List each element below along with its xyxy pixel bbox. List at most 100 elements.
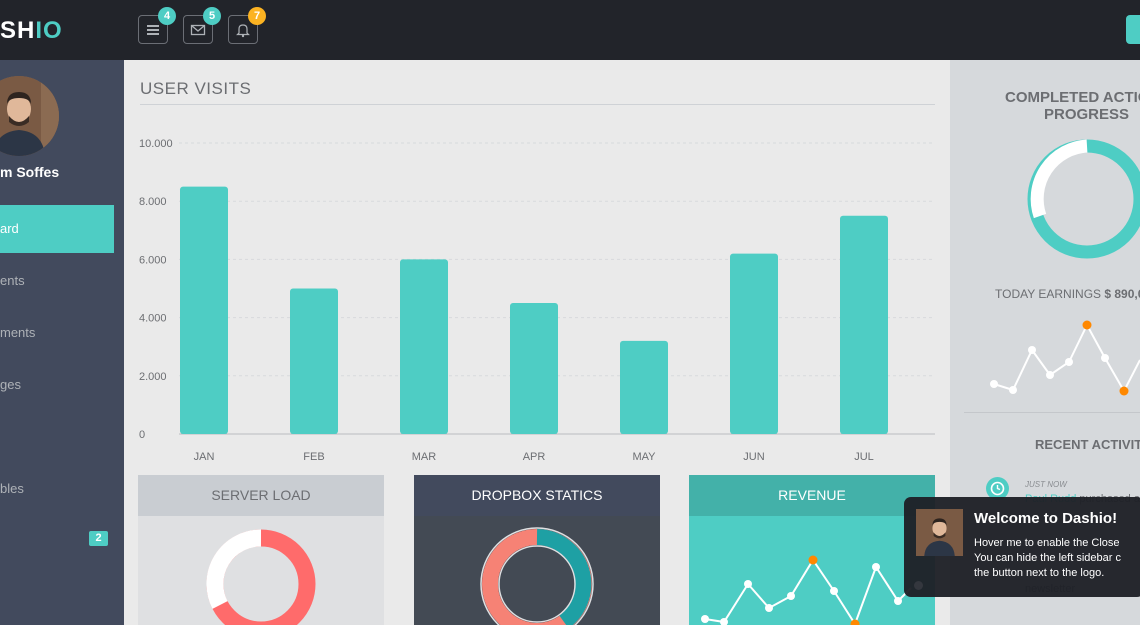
dropbox-body bbox=[414, 516, 660, 625]
page-title: USER VISITS bbox=[140, 79, 252, 98]
tasks-badge: 4 bbox=[158, 7, 176, 25]
toast-title: Welcome to Dashio! bbox=[974, 510, 1118, 527]
bar-feb bbox=[290, 288, 338, 434]
x-tick-label: FEB bbox=[303, 451, 324, 463]
toast-indicator bbox=[914, 581, 923, 590]
messages-badge: 5 bbox=[203, 7, 221, 25]
logo[interactable]: SHIO bbox=[0, 17, 63, 45]
tasks-icon bbox=[147, 24, 159, 35]
revenue-point bbox=[872, 563, 880, 571]
toast-line-3: the button next to the logo. bbox=[974, 567, 1105, 579]
x-tick-label: APR bbox=[523, 451, 546, 463]
y-tick-label: 10.000 bbox=[139, 138, 173, 150]
toast-line-2: You can hide the left sidebar c bbox=[974, 552, 1121, 564]
messages-button[interactable]: 5 bbox=[183, 7, 221, 44]
revenue-point bbox=[720, 618, 728, 625]
envelope-icon bbox=[190, 24, 206, 35]
earnings-point bbox=[1028, 346, 1036, 354]
logout-button[interactable] bbox=[1126, 15, 1140, 44]
user-visits-chart: 0 2.000 4.000 6.000 8.000 10.000 JAN FEB MAR APR M… bbox=[139, 138, 935, 463]
main-content: USER VISITS 0 2.000 4.000 6.000 8.000 10.000 J… bbox=[124, 60, 950, 625]
completed-actions-title: COMPLETED ACTIONS PROGRESS bbox=[1005, 89, 1140, 123]
logo-main: SH bbox=[0, 17, 36, 44]
nav-item-2[interactable]: ents bbox=[0, 273, 25, 288]
bar-jul bbox=[840, 215, 888, 434]
notifications-badge: 7 bbox=[248, 7, 266, 25]
dropbox-title: DROPBOX STATICS bbox=[414, 475, 660, 516]
y-tick-label: 4.000 bbox=[139, 313, 167, 325]
dropbox-donut bbox=[480, 527, 594, 625]
bar-mar bbox=[400, 259, 448, 434]
progress-donut bbox=[1027, 139, 1140, 259]
revenue-point bbox=[744, 580, 752, 588]
progress-remaining bbox=[1030, 139, 1088, 219]
earnings-point-max bbox=[1082, 320, 1092, 330]
revenue-body bbox=[689, 516, 935, 625]
y-tick-label: 8.000 bbox=[139, 196, 167, 208]
bell-icon bbox=[236, 23, 250, 37]
today-earnings: TODAY EARNINGS $ 890,00 bbox=[995, 287, 1140, 301]
activity-time: JUST NOW bbox=[1025, 480, 1067, 489]
earnings-point bbox=[1101, 354, 1109, 362]
earnings-line bbox=[993, 322, 1140, 394]
y-tick-label: 0 bbox=[139, 429, 145, 441]
earnings-point bbox=[1009, 386, 1017, 394]
nav-item-4[interactable]: ges bbox=[0, 377, 21, 392]
bar-jan bbox=[180, 186, 228, 434]
recent-activity-title: RECENT ACTIVITY bbox=[1035, 437, 1140, 452]
sidebar: m Soffes ard ents ments ges bles 2 bbox=[0, 60, 124, 625]
x-tick-label: JUN bbox=[743, 451, 764, 463]
top-header: SHIO 4 5 7 bbox=[0, 0, 1140, 60]
revenue-point-max bbox=[808, 555, 818, 565]
revenue-sparkline bbox=[701, 555, 912, 625]
toast-line-1: Hover me to enable the Close bbox=[974, 537, 1120, 549]
revenue-line bbox=[704, 558, 912, 625]
dropbox-panel: DROPBOX STATICS bbox=[414, 475, 660, 625]
x-tick-label: JAN bbox=[194, 451, 215, 463]
nav-badge: 2 bbox=[89, 531, 108, 546]
nav-dashboard[interactable]: ard bbox=[0, 205, 114, 253]
y-tick-label: 6.000 bbox=[139, 254, 167, 266]
revenue-point bbox=[787, 592, 795, 600]
server-load-donut bbox=[206, 529, 316, 625]
completed-actions-line1: COMPLETED ACTIONS bbox=[1005, 89, 1140, 106]
earnings-point bbox=[990, 380, 998, 388]
clock-icon bbox=[986, 477, 1009, 500]
title-divider bbox=[140, 104, 935, 105]
server-load-panel: SERVER LOAD bbox=[138, 475, 384, 625]
earnings-sparkline bbox=[990, 320, 1140, 396]
earnings-value: $ 890,00 bbox=[1104, 287, 1140, 301]
profile-name: m Soffes bbox=[0, 164, 60, 180]
earnings-point bbox=[1046, 371, 1054, 379]
notifications-button[interactable]: 7 bbox=[228, 7, 266, 44]
right-divider bbox=[964, 412, 1140, 413]
revenue-title: REVENUE bbox=[689, 475, 935, 516]
toast-avatar bbox=[916, 509, 963, 556]
revenue-point-min bbox=[850, 619, 860, 625]
earnings-point bbox=[1065, 358, 1073, 366]
logo-accent: IO bbox=[35, 17, 63, 44]
nav-item-6[interactable]: bles bbox=[0, 481, 24, 496]
tasks-button[interactable]: 4 bbox=[138, 7, 176, 44]
server-load-free bbox=[206, 529, 262, 609]
x-tick-label: MAY bbox=[632, 451, 656, 463]
server-load-title: SERVER LOAD bbox=[138, 475, 384, 516]
y-tick-label: 2.000 bbox=[139, 371, 167, 383]
revenue-point bbox=[830, 587, 838, 595]
bar-may bbox=[620, 340, 668, 434]
revenue-point bbox=[701, 615, 709, 623]
bar-apr bbox=[510, 303, 558, 434]
avatar[interactable] bbox=[0, 76, 59, 156]
revenue-point bbox=[894, 597, 902, 605]
welcome-toast[interactable]: Welcome to Dashio! Hover me to enable th… bbox=[904, 497, 1140, 597]
avatar-photo bbox=[0, 76, 59, 156]
earnings-label: TODAY EARNINGS bbox=[995, 287, 1102, 301]
revenue-point bbox=[765, 604, 773, 612]
nav-item-3[interactable]: ments bbox=[0, 325, 36, 340]
x-tick-label: JUL bbox=[854, 451, 874, 463]
dropbox-segment-b bbox=[536, 529, 592, 625]
x-tick-label: MAR bbox=[412, 451, 437, 463]
earnings-point-min bbox=[1119, 386, 1129, 396]
revenue-panel: REVENUE bbox=[689, 475, 935, 625]
completed-actions-line2: PROGRESS bbox=[1043, 106, 1130, 123]
